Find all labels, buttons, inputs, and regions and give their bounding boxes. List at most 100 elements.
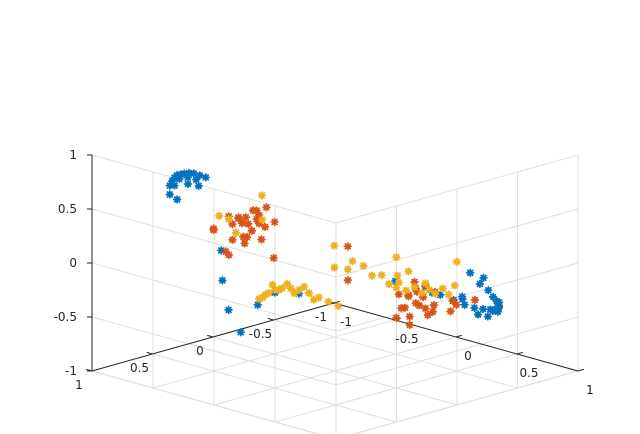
grid-line-sidewall-z — [335, 208, 579, 278]
data-point-series-3 — [410, 282, 419, 292]
x-tick-label: -0.5 — [395, 332, 418, 346]
x-tick-mark — [516, 351, 523, 355]
data-point-series-2 — [269, 253, 278, 263]
data-point-series-2 — [224, 250, 234, 260]
data-point-series-1 — [460, 300, 469, 310]
data-point-series-3 — [224, 215, 234, 224]
y-tick-mark — [146, 351, 153, 355]
data-point-series-3 — [330, 263, 339, 272]
data-point-series-2 — [429, 300, 439, 310]
x-tick-mark — [333, 300, 340, 304]
z-tick-label: 0 — [69, 256, 77, 270]
data-point-series-2 — [428, 307, 437, 317]
data-point-series-3 — [450, 281, 459, 290]
data-point-series-2 — [240, 239, 249, 248]
data-point-series-2 — [209, 225, 218, 235]
data-points — [165, 168, 504, 337]
data-point-series-2 — [228, 219, 237, 229]
data-point-series-1 — [165, 181, 174, 190]
axis-layer — [86, 154, 584, 372]
data-point-series-1 — [391, 276, 400, 286]
data-point-series-2 — [404, 292, 413, 301]
data-point-series-3 — [278, 284, 287, 293]
data-point-series-1 — [192, 175, 201, 184]
data-point-series-1 — [217, 246, 226, 255]
data-point-series-3 — [314, 293, 323, 302]
data-point-series-1 — [179, 169, 189, 178]
data-point-series-3 — [377, 270, 386, 280]
grid-line-backwall-z — [91, 262, 337, 332]
y-tick-label: 0.5 — [130, 361, 149, 375]
data-point-series-1 — [493, 307, 503, 316]
data-point-series-1 — [488, 306, 497, 316]
y-tick-label: -0.5 — [249, 327, 272, 341]
data-point-series-3 — [417, 288, 427, 297]
data-point-series-3 — [384, 279, 394, 289]
data-point-series-2 — [260, 222, 270, 232]
data-point-series-2 — [405, 320, 414, 330]
data-point-series-2 — [254, 219, 264, 228]
data-point-series-1 — [483, 312, 493, 321]
data-point-series-1 — [484, 286, 493, 295]
data-point-series-1 — [167, 176, 177, 186]
x-tick-label: -1 — [340, 315, 352, 329]
data-point-series-2 — [412, 287, 422, 297]
data-point-series-1 — [492, 296, 501, 306]
data-point-series-2 — [343, 242, 352, 251]
data-point-series-1 — [184, 168, 194, 178]
data-point-series-3 — [452, 257, 461, 266]
data-point-series-3 — [254, 294, 264, 304]
data-point-series-2 — [242, 232, 252, 242]
z-tick-label: 1 — [69, 148, 77, 162]
z-tick-label: 0.5 — [58, 202, 77, 216]
y-tick-label: 1 — [75, 378, 83, 392]
data-point-series-2 — [423, 310, 433, 320]
data-point-series-1 — [176, 170, 185, 179]
z-tick-label: -1 — [65, 364, 77, 378]
data-point-series-3 — [304, 289, 314, 298]
data-point-series-3 — [367, 271, 377, 280]
data-point-series-2 — [421, 304, 430, 313]
data-point-series-3 — [404, 267, 413, 276]
grid-line-sidewall-z — [335, 154, 579, 224]
data-point-series-1 — [470, 303, 479, 313]
data-point-series-3 — [257, 191, 267, 200]
grid-line-backwall-z — [91, 316, 337, 386]
data-point-series-1 — [475, 279, 485, 289]
data-point-series-3 — [231, 228, 241, 238]
data-point-series-3 — [401, 286, 411, 295]
data-point-series-3 — [309, 295, 319, 304]
grid-line-floor-y — [212, 336, 458, 406]
data-point-series-3 — [424, 285, 434, 295]
grid-line-backwall-z — [91, 154, 337, 224]
grid-line-floor-y — [152, 353, 397, 423]
data-point-series-2 — [415, 301, 424, 310]
grid-line-backwall-z — [91, 370, 320, 434]
data-point-series-2 — [221, 247, 230, 256]
data-point-series-1 — [183, 179, 193, 189]
data-point-series-2 — [470, 295, 480, 305]
data-point-series-3 — [359, 261, 368, 271]
data-point-series-3 — [421, 279, 430, 288]
grid-line-floor-y — [273, 319, 518, 389]
y-tick-mark — [267, 317, 274, 321]
data-point-series-1 — [224, 305, 233, 315]
data-point-series-3 — [264, 288, 274, 298]
data-point-series-2 — [237, 219, 247, 228]
data-point-series-3 — [438, 284, 447, 293]
data-point-series-2 — [448, 296, 457, 306]
tick-labels: -1-0.500.51-1-0.500.51-1-0.500.51 — [54, 148, 594, 397]
grid-line-sidewall-z — [351, 370, 579, 434]
data-point-series-3 — [333, 301, 343, 311]
data-point-series-1 — [236, 328, 245, 337]
data-point-series-2 — [392, 313, 401, 323]
x-tick-label: 1 — [586, 383, 594, 397]
data-point-series-1 — [473, 310, 483, 319]
data-point-series-3 — [330, 241, 339, 250]
data-point-series-2 — [262, 203, 271, 212]
y-tick-label: 0 — [196, 344, 204, 358]
data-point-series-3 — [393, 271, 402, 280]
data-point-series-3 — [392, 253, 401, 262]
data-point-series-1 — [253, 300, 262, 310]
data-point-series-3 — [215, 211, 224, 221]
